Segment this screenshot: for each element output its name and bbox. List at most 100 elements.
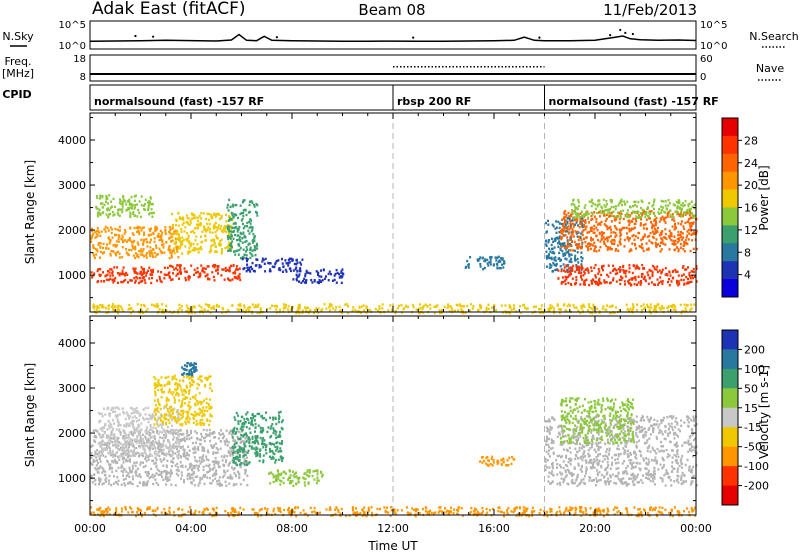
power-cell xyxy=(612,279,614,282)
power-cell xyxy=(151,212,154,215)
velocity-cell xyxy=(167,399,170,402)
power-cell xyxy=(209,248,212,251)
velocity-cell xyxy=(221,476,224,479)
velocity-cell xyxy=(111,470,114,473)
velocity-cell xyxy=(137,440,140,443)
power-cell xyxy=(553,309,555,313)
power-cell xyxy=(569,242,571,246)
power-cell xyxy=(688,210,691,213)
power-cell xyxy=(340,270,343,273)
velocity-cell xyxy=(161,414,164,417)
velocity-cell xyxy=(147,471,150,474)
power-cell xyxy=(175,219,178,223)
power-cell xyxy=(150,281,153,285)
power-cell xyxy=(660,272,663,275)
velocity-cell xyxy=(207,377,209,380)
power-cell xyxy=(123,279,125,283)
power-cell xyxy=(100,280,103,283)
power-cell xyxy=(114,205,117,209)
power-cell xyxy=(684,239,687,242)
power-cell xyxy=(242,209,245,212)
power-cell xyxy=(583,206,586,209)
velocity-cell xyxy=(125,411,128,414)
power-cell xyxy=(110,231,113,235)
velocity-cell xyxy=(117,479,120,482)
power-cell xyxy=(624,215,627,218)
velocity-cell xyxy=(163,405,166,408)
power-cell xyxy=(124,274,126,277)
sky-noise-left-label: N.Sky xyxy=(2,30,34,43)
velocity-cell xyxy=(161,444,164,447)
power-cell xyxy=(653,267,656,271)
velocity-cell xyxy=(209,439,212,443)
power-cell xyxy=(104,230,107,233)
velocity-cell xyxy=(179,461,182,464)
power-cell xyxy=(593,224,596,228)
velocity-cell xyxy=(125,453,127,456)
velocity-cell xyxy=(245,460,248,463)
power-cell xyxy=(631,234,634,238)
power-cell xyxy=(224,227,227,230)
power-cell xyxy=(121,202,124,205)
velocity-cell xyxy=(92,460,95,464)
power-cell xyxy=(130,307,133,310)
power-cell xyxy=(169,236,172,240)
power-cell xyxy=(611,269,614,272)
power-cell xyxy=(620,233,623,236)
velocity-cell xyxy=(192,421,195,424)
power-cell xyxy=(680,235,683,238)
power-cell xyxy=(635,264,638,267)
velocity-cell xyxy=(207,458,210,462)
velocity-cell xyxy=(188,371,191,374)
power-cell xyxy=(173,268,176,271)
power-cell xyxy=(141,250,144,253)
velocity-cell xyxy=(120,448,123,451)
power-cell xyxy=(560,281,563,284)
power-cell xyxy=(631,242,634,245)
velocity-cell xyxy=(118,423,121,426)
power-cell xyxy=(692,247,695,251)
velocity-cell xyxy=(175,472,178,476)
velocity-cell xyxy=(186,386,188,389)
power-cell xyxy=(171,239,174,242)
power-cell xyxy=(251,267,254,271)
power-cell xyxy=(161,240,164,244)
power-cell xyxy=(634,244,637,247)
velocity-cell xyxy=(182,448,185,451)
power-cell xyxy=(552,261,555,265)
velocity-cell xyxy=(196,438,199,441)
velocity-cell xyxy=(174,398,177,402)
velocity-cell xyxy=(135,474,138,477)
power-cell xyxy=(94,247,97,251)
power-cell xyxy=(469,303,472,306)
velocity-cell xyxy=(162,451,164,455)
velocity-cell xyxy=(170,470,173,474)
velocity-cell xyxy=(244,472,247,475)
velocity-cell xyxy=(177,453,180,456)
power-cell xyxy=(679,242,682,246)
power-cell xyxy=(344,303,347,306)
power-cell xyxy=(281,257,283,261)
power-cell xyxy=(542,311,545,315)
power-cell xyxy=(176,268,179,272)
velocity-cell xyxy=(229,474,232,477)
power-cell xyxy=(157,234,160,238)
power-cell xyxy=(693,206,696,210)
velocity-cell xyxy=(157,378,160,382)
power-cell xyxy=(656,278,659,281)
velocity-cell xyxy=(159,417,162,420)
power-cell xyxy=(651,224,654,227)
power-cell xyxy=(574,208,577,211)
power-cell xyxy=(564,230,567,233)
power-cell xyxy=(291,258,294,261)
velocity-cell xyxy=(232,484,235,487)
power-cell xyxy=(585,245,588,248)
power-cell xyxy=(168,230,171,234)
power-cell xyxy=(331,307,334,310)
power-cell xyxy=(330,303,333,306)
velocity-cell xyxy=(133,419,136,423)
power-cell xyxy=(235,265,238,268)
velocity-cell xyxy=(246,411,249,414)
power-cell xyxy=(209,227,211,231)
power-cell xyxy=(622,217,625,221)
